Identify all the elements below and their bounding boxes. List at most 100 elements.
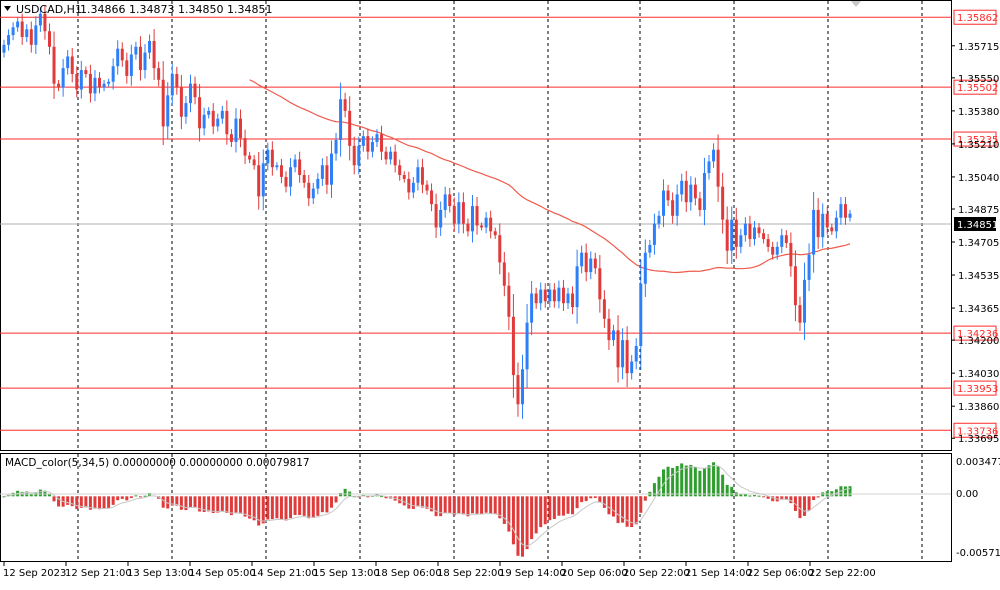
candle-body [243,138,247,156]
macd-bar [784,496,788,500]
macd-bar [771,496,775,502]
candle-body [743,223,747,236]
macd-bar [757,495,761,497]
macd-bar [416,496,420,507]
price-tick-label: 1.34365 [958,304,999,315]
macd-bar [93,496,97,509]
macd-bar [66,496,70,505]
candle-body [416,167,420,183]
price-tick-label: 1.34705 [958,238,999,249]
candle-body [848,213,852,218]
candle-body [16,21,20,28]
candle-body [2,44,6,53]
macd-bar [188,496,192,508]
candle-body [298,159,302,175]
price-tick-label: 1.35040 [958,173,999,184]
macd-bar [320,496,324,513]
candle-body [184,103,188,117]
candle-body [434,204,438,228]
macd-bar [357,496,361,498]
candle-body [652,223,656,245]
macd-bar [284,496,288,521]
macd-bar [279,496,283,520]
macd-bar [107,496,111,508]
candle-body [175,73,179,88]
macd-bar [225,496,229,513]
macd-bar [57,496,61,507]
candle-body [352,145,356,166]
macd-bar [780,496,784,500]
macd-bar [88,496,92,510]
macd-bar [207,496,211,512]
macd-bar [261,496,265,524]
macd-bar [161,496,165,508]
price-tick-label: 1.34200 [958,336,999,347]
candle-body [484,217,488,228]
time-tick-label: 22 Sep 06:00 [747,568,814,579]
candle-body [766,239,770,247]
candle-body [125,60,129,76]
candle-body [398,165,402,175]
candle-body [234,118,238,142]
candle-body [575,266,579,308]
candle-body [611,330,615,341]
macd-bar [557,496,561,516]
one-click-trading-arrow-icon[interactable] [851,1,861,7]
time-grid [77,1,923,561]
macd-bar [116,496,120,501]
candle-body [211,110,215,127]
macd-bar [534,496,538,534]
candle-body [120,48,124,61]
candle-body [675,194,679,216]
candle-body [166,95,170,127]
candle-body [257,165,261,197]
dropdown-triangle-icon[interactable] [4,6,11,11]
candle-body [207,110,211,115]
macd-label: MACD_color(5,34,5) 0.00000000 0.00000000… [5,457,310,469]
macd-bar [198,496,202,512]
candle-body [129,54,133,76]
macd-bar [675,466,679,497]
macd-axis: 0.0034770 0.00 -0.0057129 [956,457,1000,559]
candle-body [43,13,47,32]
candle-body [593,258,597,269]
candle-body [721,186,725,220]
horizontal-levels[interactable]: 1.35862 1.35502 1.35235 1.34236 1.33953 1.337… [0,9,998,438]
macd-bar [602,496,606,508]
candle-body [584,252,588,273]
candle-body [357,145,361,166]
candle-body [548,289,552,302]
candle-body [138,46,142,71]
candle-body [348,110,352,146]
macd-tick-label: -0.0057129 [956,548,1000,559]
candle-body [671,200,675,216]
macd-bar [252,496,256,521]
candle-body [793,266,797,306]
macd-bar [480,496,484,515]
macd-bar [807,496,811,511]
macd-bar [339,492,343,497]
candle-body [693,184,697,199]
candle-body [425,184,429,191]
macd-bar [343,488,347,497]
macd-bar [143,495,147,497]
macd-histogram [2,462,852,557]
time-tick-label: 12 Sep 2023 [3,568,66,579]
candle-body [248,155,252,160]
macd-bar [420,496,424,508]
candle-body [229,134,233,142]
candle-body [552,289,556,302]
macd-bar [239,496,243,514]
candle-body [439,209,443,228]
candle-body [148,40,152,53]
candle-body [762,233,766,240]
macd-bar [511,496,515,545]
candle-body [516,375,520,405]
candle-body [666,190,670,201]
macd-bar [129,496,133,499]
macd-bar [229,496,233,516]
macd-bar [652,483,656,497]
macd-bar [712,462,716,497]
macd-bar [170,496,174,506]
